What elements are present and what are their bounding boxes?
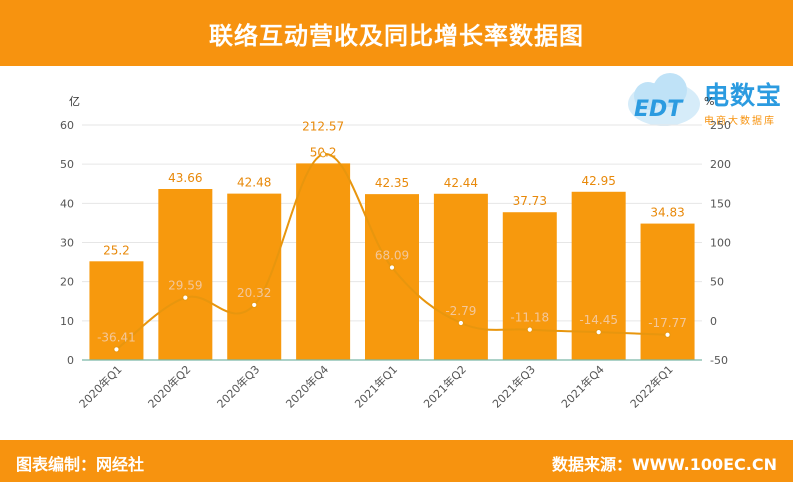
bar-value-label: 37.73 xyxy=(513,194,547,208)
growth-rate-label: -11.18 xyxy=(510,311,549,325)
chart-title: 联络互动营收及同比增长率数据图 xyxy=(209,21,584,50)
growth-rate-point xyxy=(388,264,396,271)
x-tick-label: 2020年Q4 xyxy=(283,362,332,411)
bar xyxy=(227,193,282,360)
bar-value-label: 34.83 xyxy=(650,206,684,220)
growth-rate-point xyxy=(457,319,464,327)
bar xyxy=(433,193,488,360)
growth-rate-point xyxy=(113,346,120,353)
bar xyxy=(640,223,695,360)
growth-rate-point xyxy=(526,326,533,333)
bar xyxy=(158,188,213,360)
bar-value-label: 42.48 xyxy=(237,176,271,190)
y-left-tick-label: 30 xyxy=(60,237,74,250)
x-tick-label: 2021年Q2 xyxy=(420,362,469,411)
bar-value-label: 25.2 xyxy=(103,243,130,257)
brand-logo: EDT 电数宝 电商大数据库 xyxy=(624,70,789,132)
y-right-tick-label: 100 xyxy=(710,237,731,250)
growth-rate-label: -36.41 xyxy=(97,330,136,344)
logo-name: 电数宝 xyxy=(704,81,783,110)
growth-rate-label: 212.57 xyxy=(302,119,344,133)
y-left-tick-label: 10 xyxy=(60,315,74,328)
revenue-growth-chart: 0 10 20 30 40 50 60 -50 0 50 100 150 200 250 亿 % 25.2 43.… xyxy=(60,95,731,411)
y-left-tick-label: 60 xyxy=(60,119,74,132)
bar-value-label: 43.66 xyxy=(168,171,202,185)
growth-rate-label: 29.59 xyxy=(168,279,202,293)
y-right-tick-label: 200 xyxy=(710,158,731,171)
growth-rate-point xyxy=(182,294,189,301)
logo-mark: EDT xyxy=(634,97,684,122)
chart-footer: 图表编制：网经社 数据来源：WWW.100EC.CN xyxy=(0,440,793,482)
bar xyxy=(365,194,419,360)
bar xyxy=(89,261,144,360)
y-left-tick-label: 50 xyxy=(60,158,74,171)
chart-header: 联络互动营收及同比增长率数据图 xyxy=(0,0,793,66)
bar-value-label: 42.95 xyxy=(581,174,615,188)
y-right-tick-label: 50 xyxy=(710,276,724,289)
x-tick-label: 2020年Q2 xyxy=(145,362,194,411)
bar xyxy=(296,163,351,360)
y-right-tick-label: -50 xyxy=(710,354,728,367)
bar-value-label: 42.35 xyxy=(375,176,409,190)
growth-rate-point xyxy=(320,151,327,158)
x-tick-label: 2021年Q4 xyxy=(558,362,607,411)
y-right-tick-label: 0 xyxy=(710,315,717,328)
x-tick-label: 2021年Q3 xyxy=(489,362,538,411)
growth-rate-label: -14.45 xyxy=(579,313,618,327)
y-left-tick-label: 40 xyxy=(60,197,74,210)
growth-rate-label: -2.79 xyxy=(445,304,476,318)
footer-source: 数据来源：WWW.100EC.CN xyxy=(551,455,777,474)
y-left-tick-label: 0 xyxy=(67,354,74,367)
x-tick-label: 2020年Q1 xyxy=(76,362,125,411)
growth-rate-label: 20.32 xyxy=(237,286,271,300)
y-left-tick-label: 20 xyxy=(60,276,74,289)
x-tick-label: 2022年Q1 xyxy=(627,362,676,411)
growth-rate-point xyxy=(595,329,602,336)
bar xyxy=(502,212,557,360)
y-left-axis-label: 亿 xyxy=(69,95,80,108)
growth-rate-point xyxy=(664,331,671,338)
growth-rate-point xyxy=(251,301,258,309)
growth-rate-label: 68.09 xyxy=(375,248,409,262)
growth-rate-label: -17.77 xyxy=(648,316,687,330)
y-right-tick-label: 150 xyxy=(710,197,731,210)
y-right-axis-label: % xyxy=(704,95,714,108)
y-right-tick-label: 250 xyxy=(710,119,731,132)
logo-subtitle: 电商大数据库 xyxy=(704,116,776,127)
footer-author: 图表编制：网经社 xyxy=(16,455,145,474)
cloud-logo-icon: EDT xyxy=(628,73,700,126)
x-tick-label: 2021年Q1 xyxy=(352,362,401,411)
x-tick-label: 2020年Q3 xyxy=(214,362,263,411)
bar-value-label: 42.44 xyxy=(444,176,478,190)
growth-rate-line xyxy=(115,153,668,351)
